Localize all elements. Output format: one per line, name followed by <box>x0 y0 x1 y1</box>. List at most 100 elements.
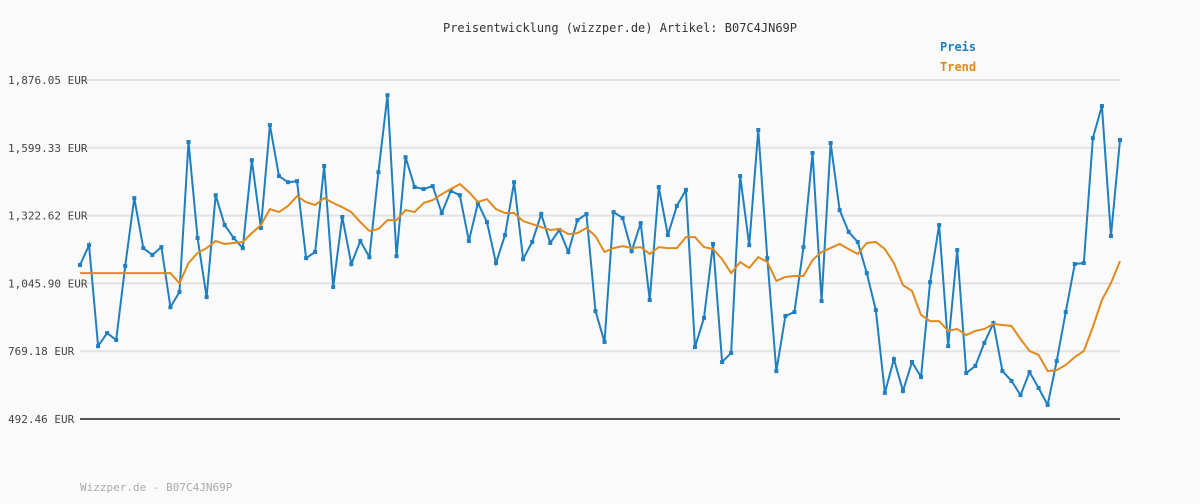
point <box>837 208 842 213</box>
point <box>955 248 960 253</box>
y-tick-label: 1,045.90 EUR <box>8 277 88 290</box>
footer: Wizzper.de - B07C4JN69P <box>80 481 233 494</box>
point <box>783 313 788 318</box>
point <box>394 254 399 259</box>
point <box>494 261 498 266</box>
point <box>620 215 625 220</box>
point <box>665 233 670 238</box>
point <box>611 210 616 215</box>
point <box>186 140 191 145</box>
point <box>512 180 517 185</box>
point <box>729 350 734 355</box>
point <box>484 220 489 225</box>
point <box>882 390 887 395</box>
point <box>286 180 290 185</box>
point <box>864 271 869 276</box>
point <box>575 218 580 223</box>
point <box>1027 370 1032 375</box>
point <box>873 308 878 313</box>
point <box>295 179 300 184</box>
point <box>792 310 797 315</box>
point <box>222 223 227 228</box>
point <box>213 193 218 198</box>
point <box>539 212 544 217</box>
point <box>910 360 914 365</box>
point <box>249 158 254 163</box>
point <box>919 374 924 379</box>
point <box>322 164 327 169</box>
point <box>521 257 526 262</box>
point <box>1054 359 1059 364</box>
point <box>150 252 155 257</box>
point <box>846 229 851 234</box>
point <box>1072 262 1077 267</box>
point <box>774 369 779 374</box>
point <box>1063 310 1068 315</box>
point <box>720 360 725 365</box>
y-tick-label: 769.18 EUR <box>8 345 75 358</box>
point <box>683 188 688 193</box>
point <box>566 250 571 255</box>
point <box>647 298 652 303</box>
point <box>141 246 146 251</box>
point <box>801 245 806 250</box>
series-line <box>79 95 1121 408</box>
y-tick-label: 1,599.33 EUR <box>8 142 88 155</box>
point <box>629 249 634 254</box>
point <box>711 241 716 246</box>
point <box>349 262 354 267</box>
point <box>258 226 263 231</box>
point <box>177 289 182 294</box>
point <box>421 187 426 192</box>
y-tick-label: 1,322.62 EUR <box>8 210 88 223</box>
point <box>304 256 309 261</box>
point <box>674 203 679 208</box>
y-tick-label: 492.46 EUR <box>8 413 75 426</box>
point <box>656 185 661 190</box>
point <box>747 243 752 248</box>
point <box>1000 369 1005 374</box>
point <box>937 223 942 228</box>
point <box>313 250 318 255</box>
point <box>132 196 137 201</box>
point <box>891 357 896 362</box>
point <box>855 239 860 244</box>
point <box>276 174 281 179</box>
point <box>367 255 372 260</box>
point <box>928 280 933 285</box>
point <box>78 262 82 267</box>
point <box>340 214 345 219</box>
point <box>204 295 209 300</box>
point <box>240 246 245 251</box>
point <box>87 243 92 248</box>
point <box>114 337 119 342</box>
point <box>385 93 390 98</box>
point <box>439 211 444 216</box>
point <box>96 344 101 349</box>
point <box>964 371 969 376</box>
point <box>973 363 978 368</box>
point <box>810 151 815 156</box>
point <box>403 155 408 160</box>
legend-label: Trend <box>940 60 976 74</box>
point <box>159 245 164 250</box>
point <box>548 240 553 245</box>
point <box>946 344 951 349</box>
point <box>430 184 435 189</box>
point <box>466 238 471 243</box>
point <box>1108 234 1113 239</box>
point <box>448 189 453 194</box>
point <box>1118 138 1122 143</box>
point <box>756 127 761 132</box>
point <box>692 345 697 350</box>
point <box>195 236 200 241</box>
point <box>602 339 607 344</box>
point <box>123 263 128 268</box>
point <box>982 340 987 345</box>
point <box>503 233 508 238</box>
point <box>231 236 236 241</box>
chart-title: Preisentwicklung (wizzper.de) Artikel: B… <box>443 21 797 35</box>
point <box>1009 378 1014 383</box>
